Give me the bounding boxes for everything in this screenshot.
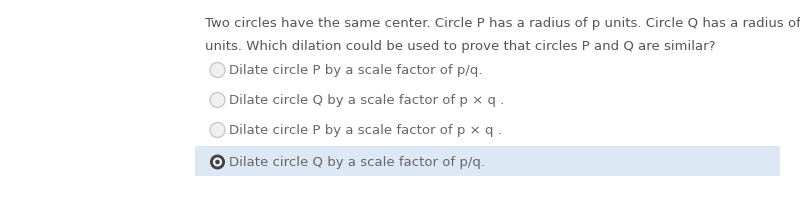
Text: Dilate circle P by a scale factor of p/q.: Dilate circle P by a scale factor of p/q… (229, 63, 482, 77)
Circle shape (210, 63, 225, 77)
Circle shape (213, 157, 222, 166)
Circle shape (210, 93, 225, 107)
FancyBboxPatch shape (195, 146, 780, 176)
Text: units. Which dilation could be used to prove that circles P and Q are similar?: units. Which dilation could be used to p… (205, 40, 715, 53)
Circle shape (210, 155, 225, 170)
Circle shape (210, 123, 225, 137)
Text: Two circles have the same center. Circle P has a radius of p units. Circle Q has: Two circles have the same center. Circle… (205, 17, 800, 30)
Text: Dilate circle P by a scale factor of p × q .: Dilate circle P by a scale factor of p ×… (229, 123, 502, 137)
Text: Dilate circle Q by a scale factor of p × q .: Dilate circle Q by a scale factor of p ×… (229, 93, 504, 107)
Circle shape (215, 160, 220, 165)
Text: Dilate circle Q by a scale factor of p/q.: Dilate circle Q by a scale factor of p/q… (229, 155, 485, 168)
